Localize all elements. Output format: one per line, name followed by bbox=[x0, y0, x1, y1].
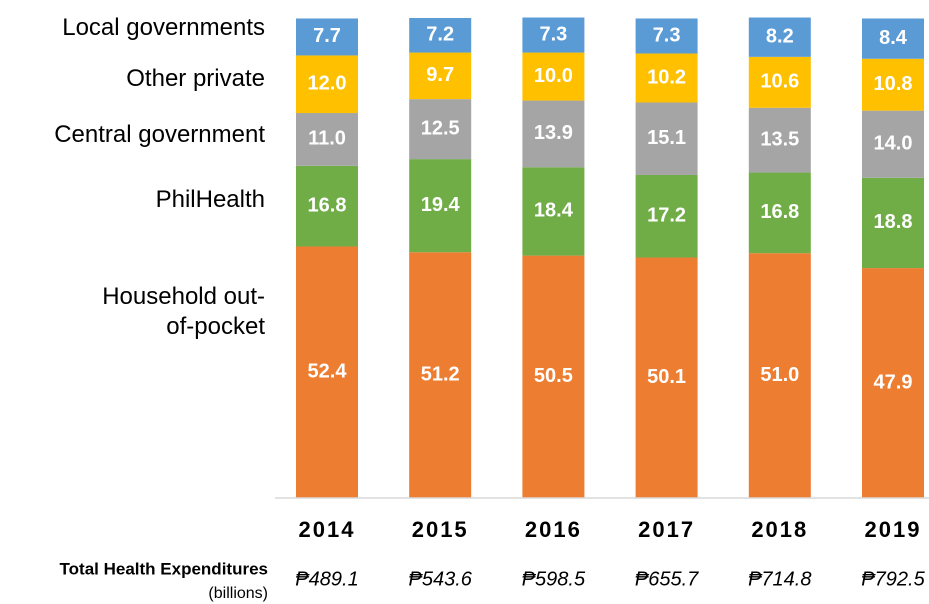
total-value: ₱598.5 bbox=[522, 568, 586, 590]
value-label: 18.8 bbox=[874, 211, 913, 233]
value-label: 51.2 bbox=[421, 363, 460, 385]
total-value: ₱655.7 bbox=[635, 568, 699, 590]
total-value: ₱792.5 bbox=[861, 568, 925, 590]
bar-segment bbox=[635, 102, 698, 175]
value-label: 13.9 bbox=[534, 122, 573, 144]
value-label: 13.5 bbox=[760, 128, 799, 150]
value-label: 7.3 bbox=[539, 23, 567, 45]
value-label: 10.2 bbox=[647, 66, 686, 88]
value-label: 16.8 bbox=[308, 194, 347, 216]
bar-segment bbox=[635, 174, 698, 258]
bar-segment bbox=[522, 17, 585, 53]
legend-label: Household out-of-pocket bbox=[102, 283, 265, 340]
value-label: 10.8 bbox=[874, 73, 913, 95]
value-label: 17.2 bbox=[647, 205, 686, 227]
bar-segment bbox=[862, 177, 924, 269]
value-label: 11.0 bbox=[308, 128, 346, 150]
value-label: 10.6 bbox=[760, 71, 799, 93]
bar-segment bbox=[748, 107, 811, 173]
x-tick-label: 2017 bbox=[638, 517, 695, 542]
legend-label: Local governments bbox=[62, 14, 265, 41]
bar-segment bbox=[748, 17, 811, 57]
value-label: 8.4 bbox=[879, 27, 908, 49]
total-value: ₱489.1 bbox=[295, 568, 358, 590]
x-tick-label: 2016 bbox=[525, 517, 582, 542]
total-value: ₱543.6 bbox=[409, 568, 473, 590]
bar-segment bbox=[409, 99, 472, 160]
value-label: 10.0 bbox=[534, 65, 573, 87]
bar-segment bbox=[862, 268, 924, 498]
bar-segment bbox=[635, 53, 698, 103]
bar-segment bbox=[635, 18, 698, 54]
value-label: 7.2 bbox=[426, 24, 454, 46]
bar-segment bbox=[522, 100, 585, 168]
bar-segment bbox=[635, 257, 698, 498]
value-label: 51.0 bbox=[760, 364, 799, 386]
bar-segment bbox=[409, 18, 472, 53]
value-label: 7.3 bbox=[653, 24, 681, 46]
value-label: 9.7 bbox=[426, 64, 454, 86]
value-label: 19.4 bbox=[421, 194, 461, 216]
legend-label: PhilHealth bbox=[155, 186, 265, 213]
bar-segment bbox=[862, 58, 924, 111]
bar-segment bbox=[409, 52, 472, 100]
bar-segment bbox=[296, 246, 358, 498]
value-label: 7.7 bbox=[313, 25, 341, 47]
bar-segment bbox=[748, 56, 811, 108]
x-tick-label: 2014 bbox=[299, 517, 356, 542]
value-label: 18.4 bbox=[534, 200, 574, 222]
value-label: 12.0 bbox=[308, 73, 347, 95]
legend-label: Central government bbox=[54, 121, 265, 148]
value-label: 50.1 bbox=[647, 366, 686, 388]
x-tick-label: 2015 bbox=[412, 517, 469, 542]
bar-segment bbox=[409, 159, 472, 253]
legend-label: Other private bbox=[126, 65, 265, 92]
bar-segment bbox=[296, 113, 358, 166]
bar-segment bbox=[296, 55, 358, 114]
value-label: 14.0 bbox=[874, 133, 913, 155]
value-label: 16.8 bbox=[760, 201, 799, 223]
value-label: 12.5 bbox=[421, 117, 460, 139]
bar-segment bbox=[862, 110, 924, 178]
bar-segment bbox=[862, 18, 924, 59]
value-label: 15.1 bbox=[647, 127, 686, 149]
x-tick-label: 2019 bbox=[865, 517, 922, 542]
x-tick-label: 2018 bbox=[751, 517, 808, 542]
totals-unit: (billions) bbox=[208, 585, 268, 602]
value-label: 52.4 bbox=[308, 361, 348, 383]
bar-segment bbox=[296, 165, 358, 247]
bar-segment bbox=[409, 252, 472, 498]
value-label: 47.9 bbox=[874, 371, 913, 393]
bar-segment bbox=[296, 18, 358, 56]
total-value: ₱714.8 bbox=[748, 568, 811, 590]
value-label: 50.5 bbox=[534, 365, 573, 387]
value-label: 8.2 bbox=[766, 25, 794, 47]
bar-segment bbox=[522, 52, 585, 101]
bar-segment bbox=[748, 172, 811, 254]
bar-segment bbox=[522, 255, 585, 498]
bar-segment bbox=[522, 167, 585, 256]
totals-title: Total Health Expenditures bbox=[60, 559, 268, 578]
bar-segment bbox=[748, 253, 811, 498]
